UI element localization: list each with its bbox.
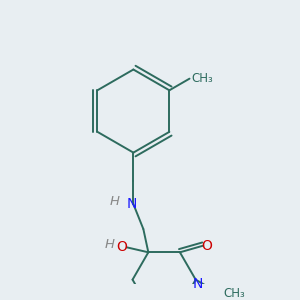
Text: H: H [104,238,115,251]
Text: N: N [192,277,203,291]
Text: O: O [116,240,127,254]
Text: O: O [202,239,213,253]
Text: CH₃: CH₃ [223,287,245,300]
Text: H: H [110,195,120,208]
Text: CH₃: CH₃ [191,72,213,85]
Text: N: N [127,197,137,211]
